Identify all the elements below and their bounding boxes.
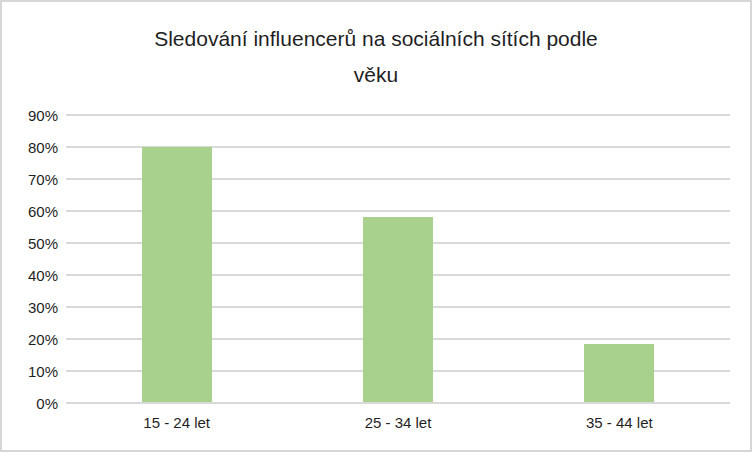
y-axis-tick-label: 40% xyxy=(28,267,58,284)
x-axis-line xyxy=(66,402,730,404)
y-axis-tick-label: 30% xyxy=(28,299,58,316)
x-axis-labels: 15 - 24 let 25 - 34 let 35 - 44 let xyxy=(66,414,730,434)
x-axis-category-label: 35 - 44 let xyxy=(586,414,653,431)
x-axis-category-label: 25 - 34 let xyxy=(365,414,432,431)
y-axis-tick-label: 80% xyxy=(28,139,58,156)
y-axis-tick-label: 20% xyxy=(28,331,58,348)
bar-3 xyxy=(584,344,654,403)
plot-area xyxy=(66,115,730,403)
y-axis-tick-label: 70% xyxy=(28,171,58,188)
chart-frame: Sledování influencerů na sociálních sítí… xyxy=(0,0,752,452)
chart-title-line-1: Sledování influencerů na sociálních sítí… xyxy=(2,21,750,57)
y-axis-tick-label: 50% xyxy=(28,235,58,252)
bar-series xyxy=(66,115,730,403)
y-axis-tick-label: 0% xyxy=(36,395,58,412)
chart-title-line-2: věku xyxy=(2,57,750,93)
chart-title: Sledování influencerů na sociálních sítí… xyxy=(2,21,750,93)
y-axis-tick-label: 10% xyxy=(28,363,58,380)
x-axis-category-label: 15 - 24 let xyxy=(143,414,210,431)
y-axis-tick-label: 60% xyxy=(28,203,58,220)
bar-1 xyxy=(142,147,212,403)
y-axis-tick-label: 90% xyxy=(28,107,58,124)
bar-2 xyxy=(363,217,433,403)
y-axis-labels: 0%10%20%30%40%50%60%70%80%90% xyxy=(2,115,58,403)
